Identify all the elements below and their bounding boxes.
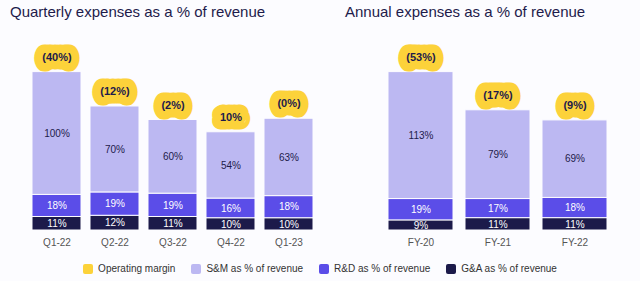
svg-text:(12%)-12: (12%)-12: [100, 85, 130, 97]
svg-text:54%: 54%: [221, 160, 241, 171]
svg-text:9%: 9%: [414, 220, 429, 231]
svg-text:Q4-22: Q4-22: [217, 237, 245, 248]
svg-text:Q2-22: Q2-22: [101, 237, 129, 248]
svg-text:79%: 79%: [488, 149, 508, 160]
svg-text:16%: 16%: [221, 203, 241, 214]
svg-text:(40%)-40: (40%)-40: [42, 51, 72, 63]
svg-text:FY-21: FY-21: [485, 237, 512, 248]
svg-text:17%: 17%: [488, 203, 508, 214]
svg-text:19%: 19%: [163, 200, 183, 211]
svg-text:10%: 10%: [221, 219, 241, 230]
svg-text:(2%)-2: (2%)-2: [161, 99, 185, 111]
svg-text:Q3-22: Q3-22: [159, 237, 187, 248]
svg-text:Q1-22: Q1-22: [43, 237, 71, 248]
svg-text:(0%)0: (0%)0: [277, 97, 301, 109]
svg-text:Q1-23: Q1-23: [275, 237, 303, 248]
svg-text:113%: 113%: [409, 130, 434, 141]
html-text:Quarterly expenses as a % of r: Quarterly expenses as a % of revenue: [10, 3, 266, 20]
html-text:Operating margin: Operating margin: [98, 263, 176, 274]
svg-text:(9%)-9: (9%)-9: [563, 99, 587, 111]
svg-text:19%: 19%: [411, 204, 431, 215]
svg-text:11%: 11%: [163, 218, 182, 229]
svg-text:70%: 70%: [105, 144, 125, 155]
svg-text:11%: 11%: [47, 218, 66, 229]
svg-text:FY-22: FY-22: [562, 237, 589, 248]
svg-text:69%: 69%: [565, 153, 585, 164]
svg-text:12%: 12%: [105, 217, 125, 228]
svg-text:(17%)-17: (17%)-17: [483, 89, 513, 101]
svg-text:10%10: 10%10: [220, 111, 242, 123]
svg-text:60%: 60%: [163, 151, 183, 162]
html-text:G&A as % of revenue: G&A as % of revenue: [461, 263, 557, 274]
svg-text:11%: 11%: [565, 219, 584, 230]
svg-text:FY-20: FY-20: [408, 237, 435, 248]
svg-text:18%: 18%: [47, 200, 67, 211]
svg-text:11%: 11%: [488, 219, 507, 230]
html-text:R&D as % of revenue: R&D as % of revenue: [334, 263, 431, 274]
html-text:Annual expenses as a % of reve: Annual expenses as a % of revenue: [345, 3, 586, 20]
svg-text:18%: 18%: [565, 202, 585, 213]
svg-text:(53%)-53: (53%)-53: [406, 51, 436, 63]
svg-text:10%: 10%: [279, 219, 299, 230]
html-text:S&M as % of revenue: S&M as % of revenue: [206, 263, 304, 274]
svg-text:100%: 100%: [44, 128, 70, 139]
svg-text:19%: 19%: [105, 198, 125, 209]
svg-text:63%: 63%: [279, 152, 299, 163]
svg-text:18%: 18%: [279, 201, 299, 212]
